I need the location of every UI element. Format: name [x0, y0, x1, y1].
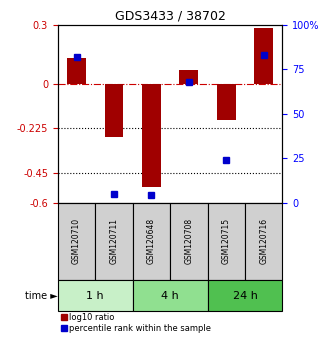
Text: GSM120715: GSM120715	[222, 218, 231, 264]
Text: time ►: time ►	[25, 291, 58, 301]
Bar	[170, 202, 208, 280]
Bar	[58, 280, 133, 311]
Text: 4 h: 4 h	[161, 291, 179, 301]
Legend: log10 ratio, percentile rank within the sample: log10 ratio, percentile rank within the …	[62, 313, 212, 333]
Bar	[208, 280, 282, 311]
Text: GSM120710: GSM120710	[72, 218, 81, 264]
Bar	[142, 84, 161, 187]
Bar	[254, 28, 273, 84]
Bar	[245, 202, 282, 280]
Text: GSM120708: GSM120708	[184, 218, 193, 264]
Bar	[105, 84, 123, 137]
Bar	[133, 202, 170, 280]
Bar	[217, 84, 236, 120]
Text: GSM120716: GSM120716	[259, 218, 268, 264]
Bar	[95, 202, 133, 280]
Bar	[58, 202, 95, 280]
Bar	[67, 58, 86, 84]
Bar	[133, 280, 208, 311]
Text: 1 h: 1 h	[86, 291, 104, 301]
Text: GSM120648: GSM120648	[147, 218, 156, 264]
Title: GDS3433 / 38702: GDS3433 / 38702	[115, 9, 226, 22]
Bar	[179, 70, 198, 84]
Text: GSM120711: GSM120711	[109, 218, 118, 264]
Text: 24 h: 24 h	[233, 291, 257, 301]
Bar	[208, 202, 245, 280]
